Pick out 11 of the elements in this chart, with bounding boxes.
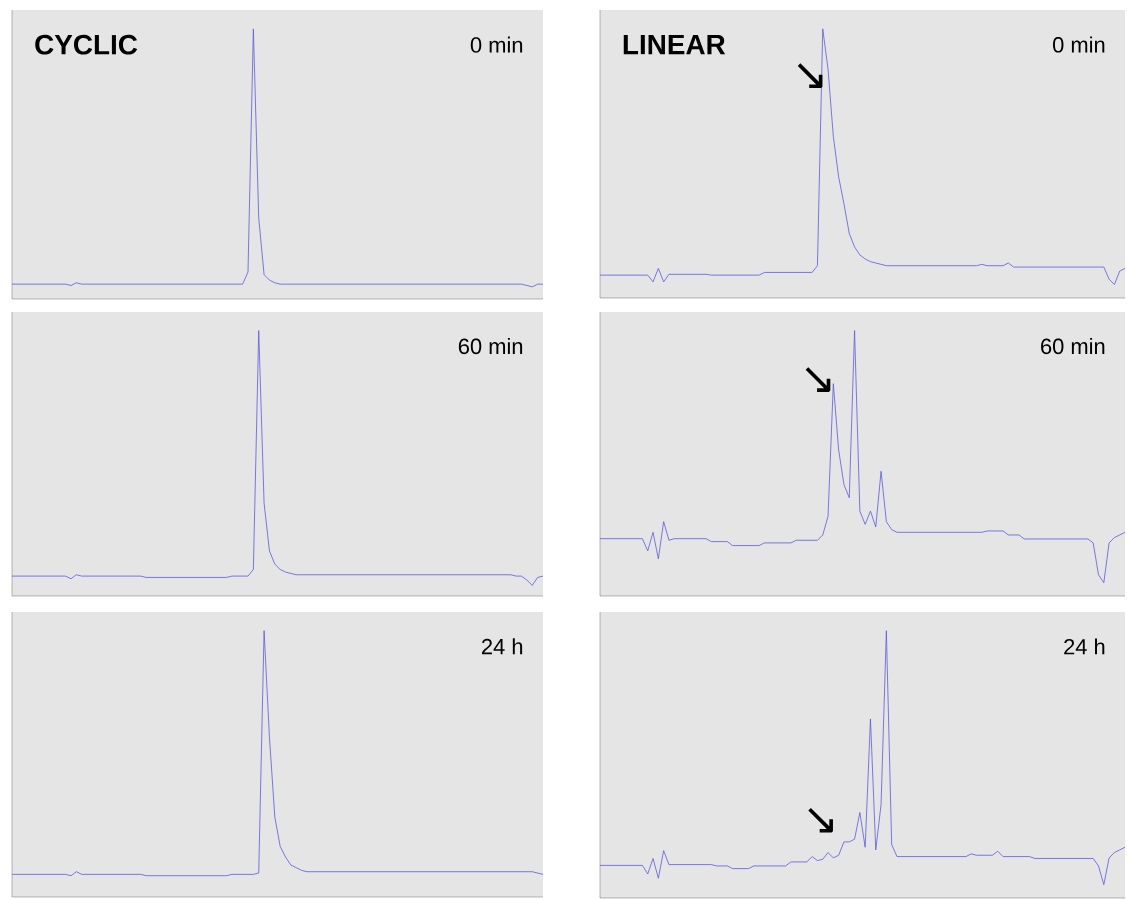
annotation: ↘	[797, 63, 823, 89]
chart-subtitle: 0 min	[470, 36, 523, 53]
chart-title: LINEAR	[623, 34, 726, 55]
chart-title: CYCLIC	[35, 34, 138, 55]
chart-subtitle: 0 min	[1053, 36, 1105, 53]
chart-subtitle: 60 min	[1041, 338, 1105, 355]
chart-subtitle: 24 h	[1064, 638, 1105, 655]
chart-subtitle: 60 min	[458, 338, 523, 355]
chart-subtitle: 24 h	[481, 638, 523, 655]
annotation: ↘	[805, 367, 831, 392]
annotation: ↘	[808, 807, 833, 833]
